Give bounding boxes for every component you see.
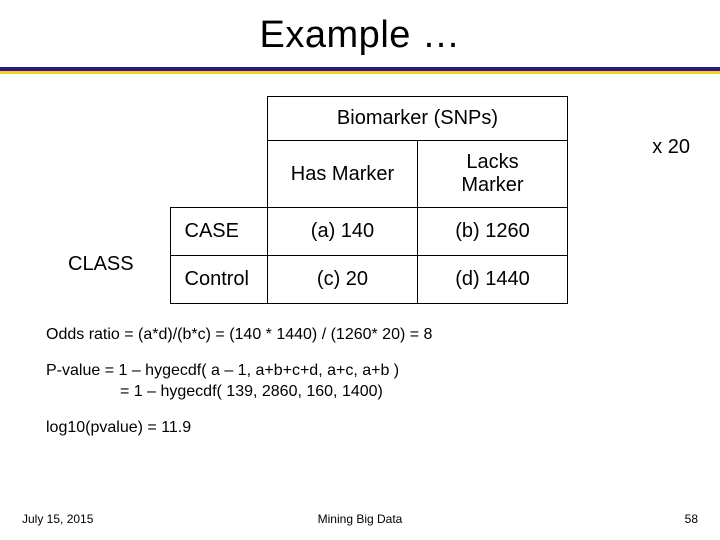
title-area: Example … [0,0,720,74]
cell-b: (b) 1260 [417,208,567,256]
footer-center: Mining Big Data [0,512,720,526]
col-header-1: Has Marker [267,141,417,208]
row-label-case: CASE [170,208,267,256]
cell-a: (a) 140 [267,208,417,256]
cell-c: (c) 20 [267,256,417,304]
cell-d: (d) 1440 [417,256,567,304]
pvalue-line-1: P-value = 1 – hygecdf( a – 1, a+b+c+d, a… [46,362,399,379]
log-pvalue-line: log10(pvalue) = 11.9 [46,417,682,439]
col-header-2: Lacks Marker [417,141,567,208]
table-header-span: Biomarker (SNPs) [267,97,567,141]
horizontal-rule [0,67,720,74]
odds-ratio-line: Odds ratio = (a*d)/(b*c) = (140 * 1440) … [46,324,682,346]
row-label-control: Control [170,256,267,304]
pvalue-lines: P-value = 1 – hygecdf( a – 1, a+b+c+d, a… [46,360,682,403]
pvalue-line-2: = 1 – hygecdf( 139, 2860, 160, 1400) [46,381,682,403]
footer: July 15, 2015 Mining Big Data 58 [0,512,720,526]
slide-title: Example … [0,14,720,57]
multiplier-annotation: x 20 [652,136,690,159]
content-area: Biomarker (SNPs) Has Marker Lacks Marker… [0,74,720,438]
calculations: Odds ratio = (a*d)/(b*c) = (140 * 1440) … [38,324,682,438]
slide: Example … Biomarker (SNPs) Has Marker La… [0,0,720,540]
row-header-class: CLASS [50,208,170,304]
contingency-table: Biomarker (SNPs) Has Marker Lacks Marker… [50,96,568,304]
